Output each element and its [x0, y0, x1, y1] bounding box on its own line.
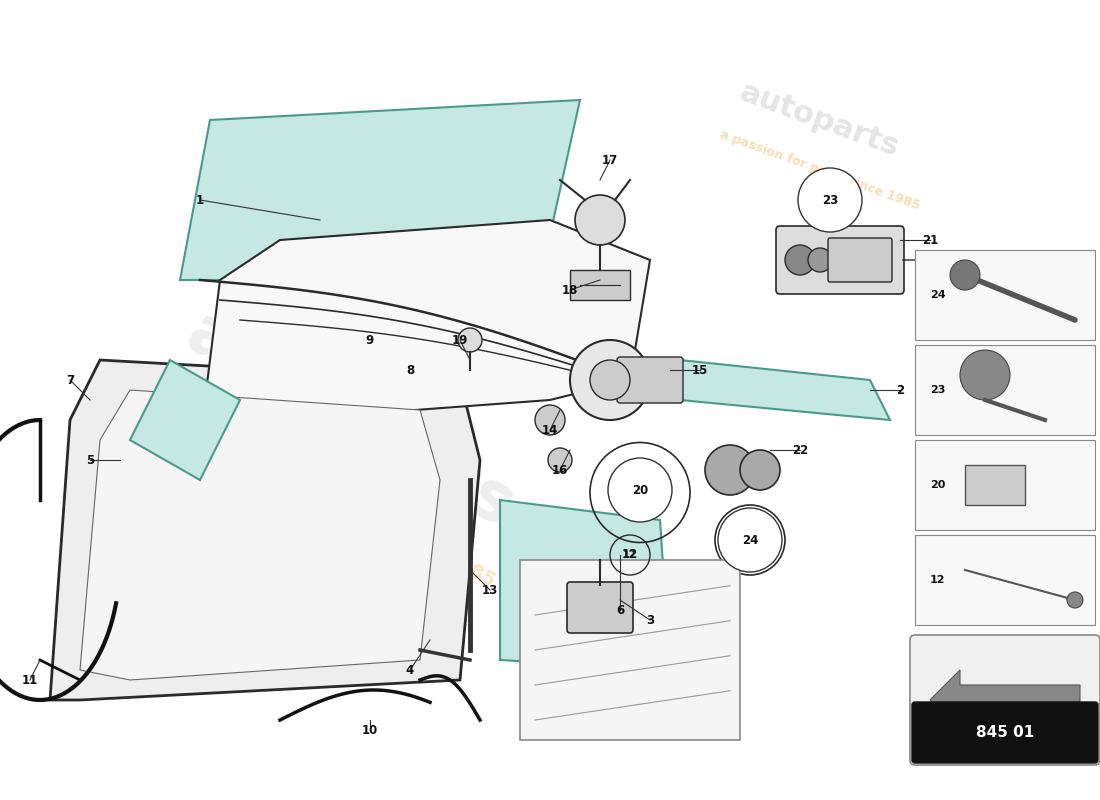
Text: 11: 11: [22, 674, 38, 686]
Circle shape: [808, 248, 832, 272]
Text: 7: 7: [66, 374, 74, 386]
Circle shape: [785, 245, 815, 275]
Text: 15: 15: [692, 363, 708, 377]
Polygon shape: [930, 670, 1080, 730]
Text: 10: 10: [362, 723, 378, 737]
Polygon shape: [500, 500, 670, 670]
Text: autoparts: autoparts: [736, 78, 904, 162]
Text: 18: 18: [562, 283, 579, 297]
Text: 21: 21: [922, 234, 938, 246]
FancyBboxPatch shape: [776, 226, 904, 294]
Text: 12: 12: [930, 575, 946, 585]
Text: 19: 19: [452, 334, 469, 346]
Text: a passion for parts since 1985: a passion for parts since 1985: [718, 128, 922, 212]
FancyBboxPatch shape: [915, 535, 1094, 625]
FancyBboxPatch shape: [912, 702, 1098, 763]
Circle shape: [950, 260, 980, 290]
Circle shape: [548, 448, 572, 472]
FancyBboxPatch shape: [915, 440, 1094, 530]
Text: 2: 2: [895, 383, 904, 397]
Text: 4: 4: [406, 663, 414, 677]
Text: 6: 6: [616, 603, 624, 617]
Text: 5: 5: [86, 454, 95, 466]
Text: 23: 23: [930, 385, 945, 395]
Text: 12: 12: [624, 550, 637, 560]
Circle shape: [535, 405, 565, 435]
Text: 20: 20: [631, 483, 648, 497]
Text: 13: 13: [482, 583, 498, 597]
Circle shape: [718, 508, 782, 572]
Circle shape: [740, 450, 780, 490]
Text: 9: 9: [366, 334, 374, 346]
Polygon shape: [200, 220, 650, 440]
FancyBboxPatch shape: [520, 560, 740, 740]
FancyBboxPatch shape: [828, 238, 892, 282]
Polygon shape: [130, 360, 240, 480]
Text: 20: 20: [930, 480, 945, 490]
FancyBboxPatch shape: [915, 250, 1094, 340]
Polygon shape: [180, 100, 580, 280]
Text: 24: 24: [930, 290, 946, 300]
Circle shape: [798, 168, 862, 232]
FancyBboxPatch shape: [617, 357, 683, 403]
Text: 22: 22: [792, 443, 808, 457]
Polygon shape: [570, 270, 630, 300]
FancyBboxPatch shape: [566, 582, 632, 633]
Circle shape: [608, 458, 672, 522]
Circle shape: [570, 340, 650, 420]
Circle shape: [960, 350, 1010, 400]
Text: 14: 14: [542, 423, 558, 437]
Text: 23: 23: [822, 194, 838, 206]
Text: autoparts: autoparts: [175, 300, 526, 540]
FancyBboxPatch shape: [619, 474, 661, 511]
Circle shape: [458, 328, 482, 352]
Polygon shape: [50, 360, 480, 700]
Text: 845 01: 845 01: [976, 725, 1034, 740]
Circle shape: [590, 360, 630, 400]
FancyBboxPatch shape: [965, 465, 1025, 505]
FancyBboxPatch shape: [915, 345, 1094, 435]
FancyBboxPatch shape: [910, 635, 1100, 765]
Text: 24: 24: [741, 534, 758, 546]
Text: a passion for parts since 1985: a passion for parts since 1985: [201, 409, 498, 591]
Text: 3: 3: [646, 614, 654, 626]
Text: 17: 17: [602, 154, 618, 166]
Text: 12: 12: [621, 549, 638, 562]
Circle shape: [705, 445, 755, 495]
Text: 1: 1: [196, 194, 205, 206]
Polygon shape: [680, 360, 890, 420]
Circle shape: [575, 195, 625, 245]
Circle shape: [1067, 592, 1084, 608]
Text: 16: 16: [552, 463, 569, 477]
Circle shape: [715, 505, 785, 575]
Polygon shape: [80, 390, 440, 680]
Text: 8: 8: [406, 363, 414, 377]
